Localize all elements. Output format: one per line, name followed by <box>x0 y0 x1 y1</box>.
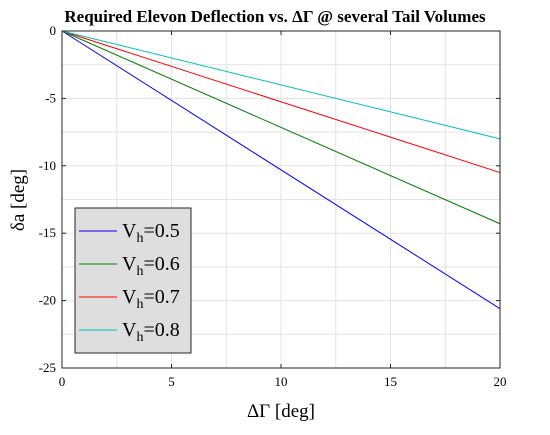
y-axis-label: δa [deg] <box>8 169 29 231</box>
x-tick-label: 5 <box>168 374 175 389</box>
y-tick-label: 0 <box>50 23 57 38</box>
y-tick-label: -20 <box>39 293 56 308</box>
legend-label-1: Vh=0.5 <box>122 220 180 246</box>
x-tick-label: 15 <box>384 374 397 389</box>
series-line-4 <box>61 30 501 140</box>
y-tick-label: -25 <box>39 360 56 375</box>
legend: Vh=0.5 Vh=0.6 Vh=0.7 Vh=0.8 <box>74 207 192 354</box>
x-tick-label: 10 <box>275 374 288 389</box>
x-axis-label: ΔΓ [deg] <box>247 401 315 422</box>
legend-label-2: Vh=0.6 <box>122 253 180 279</box>
y-tick-label: -10 <box>39 158 56 173</box>
series-lines <box>61 30 501 310</box>
y-tick-label: -5 <box>45 90 56 105</box>
x-tick-label: 0 <box>59 374 66 389</box>
legend-label-4: Vh=0.8 <box>122 319 180 345</box>
x-tick-label: 20 <box>494 374 507 389</box>
series-line-1 <box>61 30 501 310</box>
series-line-3 <box>61 30 501 174</box>
legend-box <box>74 207 192 354</box>
legend-label-3: Vh=0.7 <box>122 286 180 312</box>
y-tick-label: -15 <box>39 225 56 240</box>
tick-labels: 0 5 10 15 20 0 -5 -10 -15 -20 -25 <box>39 23 507 389</box>
series-line-2 <box>61 30 501 225</box>
chart-title: Required Elevon Deflection vs. ΔΓ @ seve… <box>64 7 486 26</box>
